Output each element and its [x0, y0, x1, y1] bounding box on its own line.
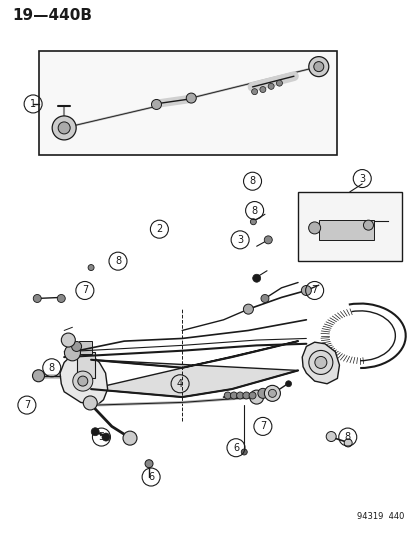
Circle shape	[57, 294, 65, 303]
Text: 4: 4	[177, 379, 183, 389]
Circle shape	[263, 236, 272, 244]
Text: 2: 2	[156, 224, 162, 234]
Circle shape	[363, 220, 373, 230]
Circle shape	[186, 93, 196, 103]
Circle shape	[285, 381, 291, 387]
Text: 6: 6	[148, 472, 154, 482]
Text: 1: 1	[30, 99, 36, 109]
Text: 19—440B: 19—440B	[12, 8, 92, 23]
Circle shape	[123, 431, 137, 445]
Circle shape	[252, 274, 260, 282]
Circle shape	[243, 304, 253, 314]
Circle shape	[52, 116, 76, 140]
Circle shape	[236, 392, 243, 399]
Circle shape	[83, 396, 97, 410]
Circle shape	[308, 222, 320, 234]
Text: 5: 5	[98, 432, 104, 442]
Circle shape	[33, 370, 44, 382]
Circle shape	[257, 389, 267, 398]
Circle shape	[242, 392, 249, 399]
Text: 8: 8	[344, 432, 350, 442]
Circle shape	[91, 427, 99, 436]
Circle shape	[33, 294, 41, 303]
Text: 7: 7	[81, 286, 88, 295]
Bar	[76, 352, 95, 378]
Polygon shape	[91, 341, 297, 397]
Text: 8: 8	[249, 176, 255, 186]
Circle shape	[78, 376, 88, 386]
Circle shape	[145, 459, 153, 468]
Circle shape	[268, 83, 273, 90]
Circle shape	[64, 345, 80, 361]
Bar	[39, 51, 337, 155]
Circle shape	[73, 371, 93, 391]
Bar	[79, 341, 92, 354]
Circle shape	[102, 433, 110, 441]
Polygon shape	[60, 352, 107, 405]
Circle shape	[58, 122, 70, 134]
Circle shape	[224, 392, 230, 399]
Polygon shape	[301, 342, 339, 384]
Text: 3: 3	[358, 174, 364, 183]
Circle shape	[230, 392, 237, 399]
Bar	[297, 192, 401, 261]
Circle shape	[308, 350, 332, 375]
Text: 8: 8	[115, 256, 121, 266]
Circle shape	[314, 357, 326, 368]
Circle shape	[250, 219, 256, 225]
Text: 7: 7	[259, 422, 266, 431]
Circle shape	[241, 449, 247, 455]
Circle shape	[343, 439, 351, 447]
Circle shape	[308, 56, 328, 77]
Circle shape	[259, 86, 265, 93]
Circle shape	[249, 392, 255, 399]
Circle shape	[301, 286, 311, 295]
Circle shape	[88, 264, 94, 271]
Circle shape	[325, 432, 335, 441]
Circle shape	[276, 80, 282, 86]
Circle shape	[249, 390, 263, 404]
Circle shape	[260, 294, 268, 303]
Text: 8: 8	[251, 206, 257, 215]
Circle shape	[251, 88, 257, 95]
Circle shape	[151, 100, 161, 109]
Bar	[318, 220, 373, 240]
Text: 94319  440: 94319 440	[356, 512, 403, 521]
Text: 3: 3	[237, 235, 242, 245]
Text: 8: 8	[49, 363, 55, 373]
Text: 6: 6	[233, 443, 238, 453]
Circle shape	[268, 389, 276, 398]
Text: 7: 7	[24, 400, 30, 410]
Circle shape	[71, 342, 81, 351]
Circle shape	[61, 333, 75, 347]
Circle shape	[313, 62, 323, 71]
Circle shape	[264, 385, 280, 401]
Text: 7: 7	[311, 286, 317, 295]
